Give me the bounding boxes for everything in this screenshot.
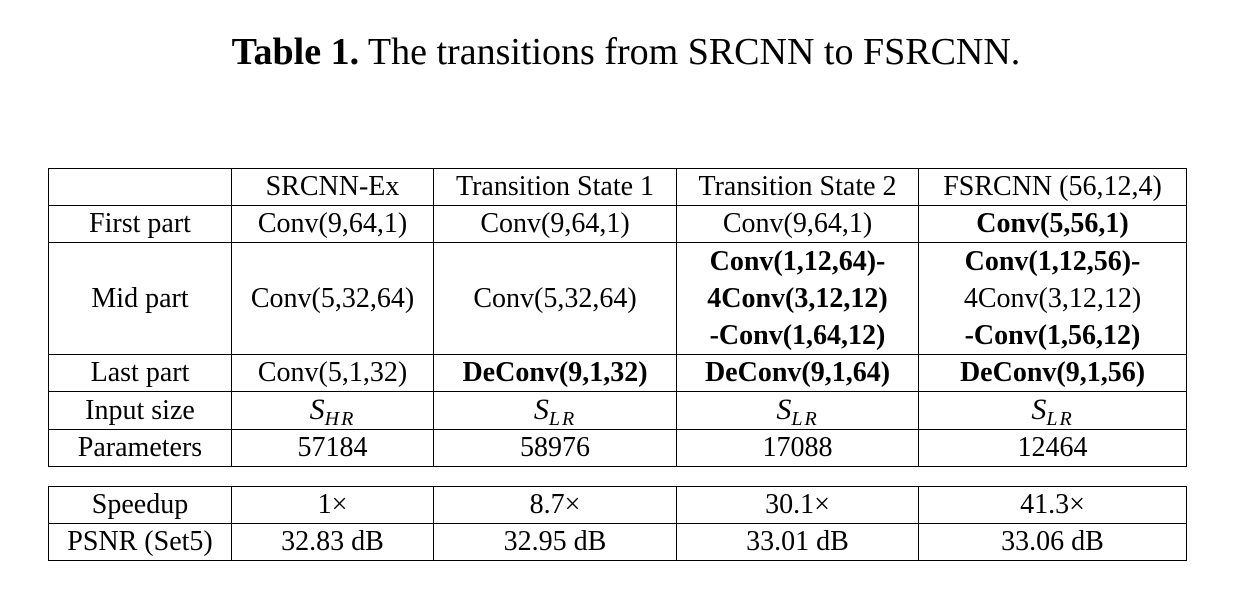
- row-label: Last part: [48, 354, 232, 392]
- row-label: Parameters: [48, 429, 232, 467]
- cell: Conv(5,32,64): [231, 242, 434, 355]
- cell-line: 4Conv(3,12,12): [707, 283, 888, 314]
- cell: Conv(1,12,56)- 4Conv(3,12,12) -Conv(1,56,1…: [918, 242, 1187, 355]
- math-base: S: [1031, 393, 1047, 426]
- cell: 41.3×: [918, 486, 1187, 524]
- cell: 32.83 dB: [231, 523, 434, 561]
- cell-line: Conv(5,32,64): [250, 282, 415, 314]
- cell-line: 4Conv(3,12,12): [963, 283, 1142, 314]
- row-label: PSNR (Set5): [48, 523, 232, 561]
- cell: 12464: [918, 429, 1187, 467]
- cell-line: Conv(1,12,56)-: [964, 246, 1141, 277]
- cell: SLR: [433, 391, 677, 430]
- math-sub: LR: [548, 408, 577, 430]
- cell-line: -Conv(1,64,12): [709, 320, 886, 351]
- caption-text: The transitions from SRCNN to FSRCNN.: [367, 31, 1021, 73]
- cell: 57184: [231, 429, 434, 467]
- table: SRCNN-Ex Transition State 1 Transition S…: [48, 168, 1187, 467]
- math-base: S: [776, 393, 792, 426]
- math-sub: LR: [791, 408, 819, 430]
- cell: DeConv(9,1,64): [676, 354, 919, 392]
- math-base: S: [533, 393, 549, 426]
- row: Mid part Conv(5,32,64) Conv(5,32,64) Con…: [48, 242, 1187, 355]
- row-label: Speedup: [48, 486, 232, 524]
- cell: 33.06 dB: [918, 523, 1187, 561]
- cell: Conv(5,1,32): [231, 354, 434, 392]
- cell-line: -Conv(1,56,12): [964, 320, 1141, 351]
- cell: Conv(5,32,64): [433, 242, 677, 355]
- header-cell: Transition State 2: [676, 168, 919, 206]
- row: Input size SHR SLR SLR SLR: [48, 391, 1187, 430]
- row-label: Mid part: [48, 242, 232, 355]
- cell: SLR: [676, 391, 919, 430]
- cell: 30.1×: [676, 486, 919, 524]
- math-sub: HR: [324, 408, 356, 430]
- cell: SLR: [918, 391, 1187, 430]
- cell: [48, 168, 232, 206]
- row: Speedup 1× 8.7× 30.1× 41.3×: [48, 486, 1187, 524]
- row-label: Input size: [48, 391, 232, 430]
- header-cell: Transition State 1: [433, 168, 677, 206]
- math-sub: LR: [1046, 408, 1074, 430]
- row: First part Conv(9,64,1) Conv(9,64,1) Con…: [48, 205, 1187, 243]
- cell: 17088: [676, 429, 919, 467]
- cell: 32.95 dB: [433, 523, 677, 561]
- math-base: S: [309, 393, 325, 426]
- cell: Conv(9,64,1): [433, 205, 677, 243]
- header-row: SRCNN-Ex Transition State 1 Transition S…: [48, 168, 1187, 206]
- row: Last part Conv(5,1,32) DeConv(9,1,32) De…: [48, 354, 1187, 392]
- cell: DeConv(9,1,32): [433, 354, 677, 392]
- row-label: First part: [48, 205, 232, 243]
- cell: DeConv(9,1,56): [918, 354, 1187, 392]
- header-cell: SRCNN-Ex: [231, 168, 434, 206]
- cell-line: Conv(1,12,64)-: [709, 246, 886, 277]
- cell: Conv(5,56,1): [918, 205, 1187, 243]
- header-cell: FSRCNN (56,12,4): [918, 168, 1187, 206]
- cell: 58976: [433, 429, 677, 467]
- cell: Conv(9,64,1): [231, 205, 434, 243]
- table-caption: Table 1. The transitions from SRCNN to F…: [0, 30, 1252, 74]
- caption-label: Table 1.: [231, 31, 360, 73]
- row: Parameters 57184 58976 17088 12464: [48, 429, 1187, 467]
- cell: Conv(1,12,64)- 4Conv(3,12,12) -Conv(1,64,1…: [676, 242, 919, 355]
- cell-line: Conv(5,32,64): [473, 282, 637, 314]
- cell: 1×: [231, 486, 434, 524]
- row: PSNR (Set5) 32.83 dB 32.95 dB 33.01 dB 3…: [48, 523, 1187, 561]
- cell: SHR: [231, 391, 434, 430]
- cell: 8.7×: [433, 486, 677, 524]
- metrics-table: Speedup 1× 8.7× 30.1× 41.3× PSNR (Set5) …: [48, 486, 1187, 561]
- cell: 33.01 dB: [676, 523, 919, 561]
- cell: Conv(9,64,1): [676, 205, 919, 243]
